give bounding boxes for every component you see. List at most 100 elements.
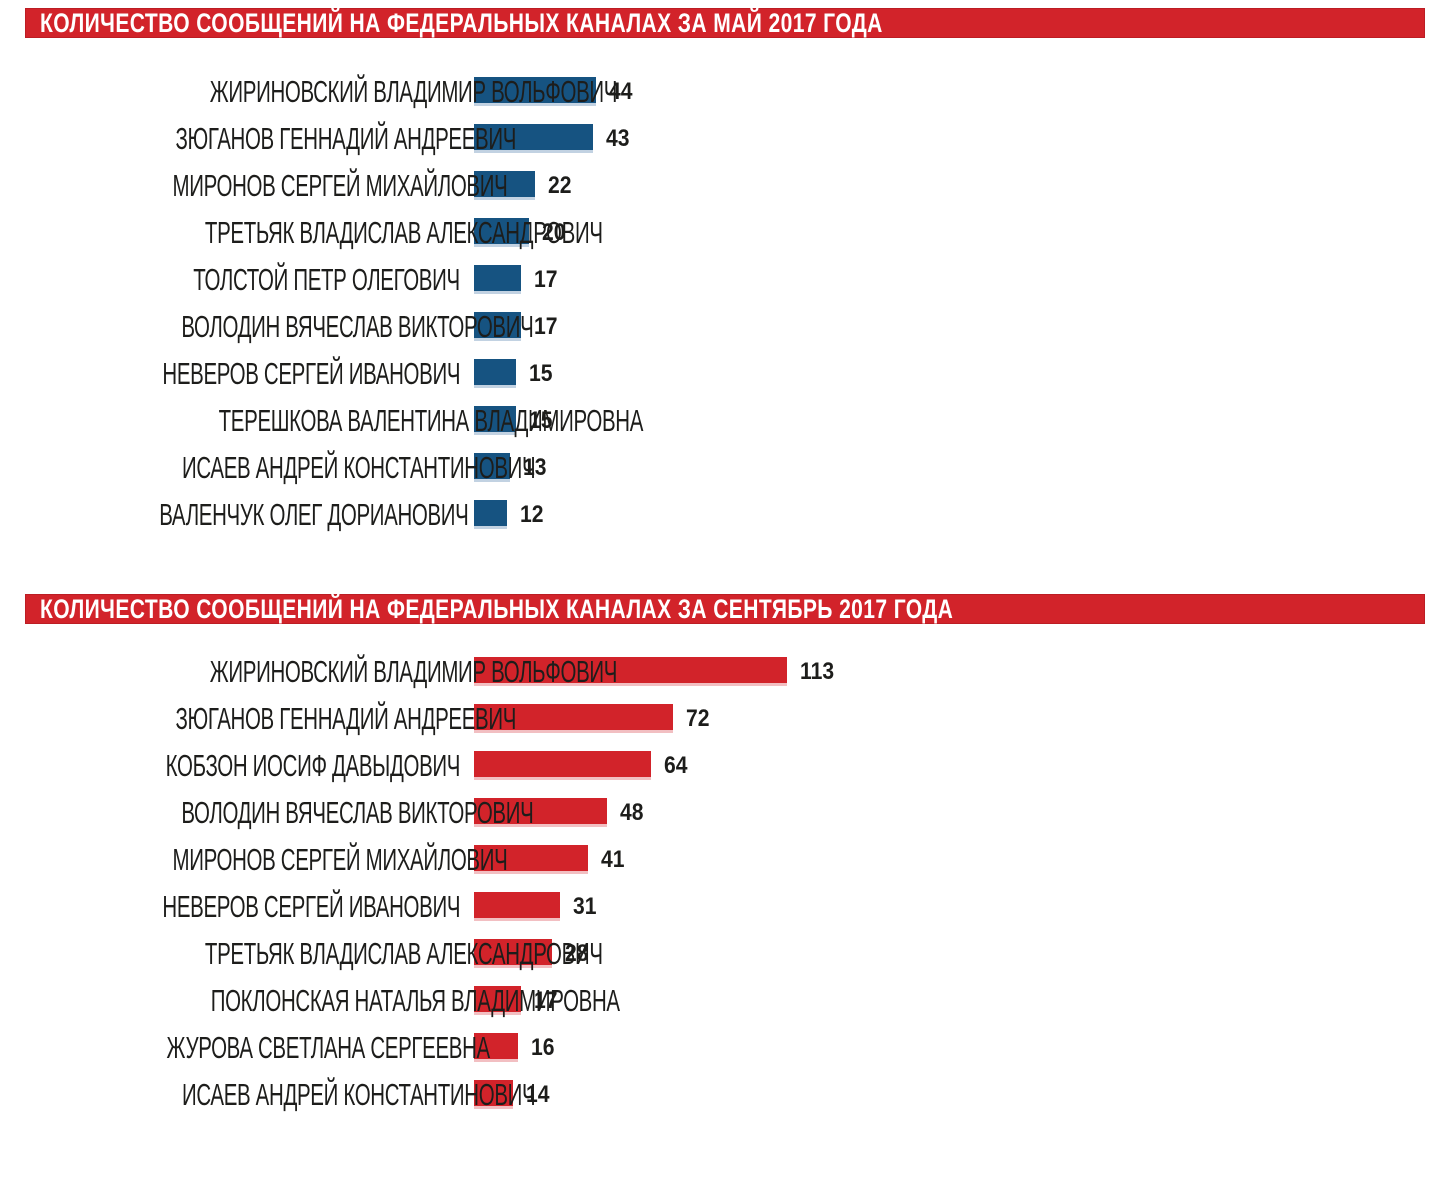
bar — [474, 1080, 513, 1109]
bar — [474, 657, 787, 686]
bar-value-label: 17 — [534, 986, 558, 1014]
chart-row: НЕВЕРОВ СЕРГЕЙ ИВАНОВИЧ 15 — [0, 350, 1449, 397]
bar-value-label: 16 — [531, 1033, 555, 1061]
bar — [474, 171, 535, 200]
bar-category-label: НЕВЕРОВ СЕРГЕЙ ИВАНОВИЧ — [162, 355, 460, 391]
bar-category-label: ИСАЕВ АНДРЕЙ КОНСТАНТИНОВИЧ — [182, 1076, 536, 1112]
chart-title-september: КОЛИЧЕСТВО СООБЩЕНИЙ НА ФЕДЕРАЛЬНЫХ КАНА… — [40, 593, 954, 624]
bar-rows-may: ЖИРИНОВСКИЙ ВЛАДИМИР ВОЛЬФОВИЧ 44 ЗЮГАНОВ … — [0, 68, 1449, 538]
bar-value-label: 12 — [520, 500, 544, 528]
bar-value-label: 20 — [542, 218, 566, 246]
chart-september-2017: КОЛИЧЕСТВО СООБЩЕНИЙ НА ФЕДЕРАЛЬНЫХ КАНА… — [0, 594, 1449, 1118]
bar — [474, 500, 507, 529]
bar-category-label-cell: ЖУРОВА СВЕТЛАНА СЕРГЕЕВНА — [0, 1030, 491, 1066]
chart-title-banner-september: КОЛИЧЕСТВО СООБЩЕНИЙ НА ФЕДЕРАЛЬНЫХ КАНА… — [25, 594, 1425, 624]
bar-value-label: 13 — [523, 453, 547, 481]
bar — [474, 124, 593, 153]
chart-row: ЖИРИНОВСКИЙ ВЛАДИМИР ВОЛЬФОВИЧ 44 — [0, 68, 1449, 115]
bar-category-label: ЗЮГАНОВ ГЕННАДИЙ АНДРЕЕВИЧ — [175, 120, 517, 156]
bar-value-label: 41 — [601, 845, 625, 873]
bar-category-label-cell: МИРОНОВ СЕРГЕЙ МИХАЙЛОВИЧ — [0, 168, 508, 204]
bar-category-label: ТРЕТЬЯК ВЛАДИСЛАВ АЛЕКСАНДРОВИЧ — [204, 935, 603, 971]
bar-category-label: КОБЗОН ИОСИФ ДАВЫДОВИЧ — [165, 747, 461, 783]
bar-category-label: ВАЛЕНЧУК ОЛЕГ ДОРИАНОВИЧ — [159, 496, 469, 532]
bar-value-label: 44 — [609, 77, 633, 105]
bar — [474, 359, 516, 388]
chart-row: ИСАЕВ АНДРЕЙ КОНСТАНТИНОВИЧ 14 — [0, 1071, 1449, 1118]
bar — [474, 751, 651, 780]
bar — [474, 218, 529, 247]
bar — [474, 312, 521, 341]
bar — [474, 77, 596, 106]
chart-row: ТРЕТЬЯК ВЛАДИСЛАВ АЛЕКСАНДРОВИЧ 20 — [0, 209, 1449, 256]
bar-category-label-cell: ЖИРИНОВСКИЙ ВЛАДИМИР ВОЛЬФОВИЧ — [0, 74, 618, 110]
chart-row: ИСАЕВ АНДРЕЙ КОНСТАНТИНОВИЧ 13 — [0, 444, 1449, 491]
bar-value-label: 48 — [620, 798, 644, 826]
chart-row: КОБЗОН ИОСИФ ДАВЫДОВИЧ 64 — [0, 742, 1449, 789]
bar-category-label-cell: НЕВЕРОВ СЕРГЕЙ ИВАНОВИЧ — [0, 356, 460, 392]
bar-category-label-cell: ИСАЕВ АНДРЕЙ КОНСТАНТИНОВИЧ — [0, 450, 536, 486]
chart-row: ТОЛСТОЙ ПЕТР ОЛЕГОВИЧ 17 — [0, 256, 1449, 303]
bar-category-label: ВОЛОДИН ВЯЧЕСЛАВ ВИКТОРОВИЧ — [181, 308, 534, 344]
bar-category-label: ВОЛОДИН ВЯЧЕСЛАВ ВИКТОРОВИЧ — [181, 794, 534, 830]
chart-row: ТЕРЕШКОВА ВАЛЕНТИНА ВЛАДИМИРОВНА 15 — [0, 397, 1449, 444]
bar-value-label: 15 — [529, 359, 553, 387]
bar-category-label-cell: ТРЕТЬЯК ВЛАДИСЛАВ АЛЕКСАНДРОВИЧ — [0, 936, 603, 972]
bar-value-label: 43 — [606, 124, 630, 152]
chart-title-banner-may: КОЛИЧЕСТВО СООБЩЕНИЙ НА ФЕДЕРАЛЬНЫХ КАНА… — [25, 8, 1425, 38]
bar-category-label: ЖИРИНОВСКИЙ ВЛАДИМИР ВОЛЬФОВИЧ — [209, 653, 618, 689]
bar-category-label-cell: МИРОНОВ СЕРГЕЙ МИХАЙЛОВИЧ — [0, 842, 508, 878]
bar — [474, 939, 552, 968]
bar-category-label-cell: ТЕРЕШКОВА ВАЛЕНТИНА ВЛАДИМИРОВНА — [0, 403, 644, 439]
chart-row: НЕВЕРОВ СЕРГЕЙ ИВАНОВИЧ 31 — [0, 883, 1449, 930]
bar-category-label: ЗЮГАНОВ ГЕННАДИЙ АНДРЕЕВИЧ — [175, 700, 517, 736]
bar-category-label-cell: ЗЮГАНОВ ГЕННАДИЙ АНДРЕЕВИЧ — [0, 121, 516, 157]
bar — [474, 265, 521, 294]
bar-category-label: ТОЛСТОЙ ПЕТР ОЛЕГОВИЧ — [193, 261, 460, 297]
infographic-page: КОЛИЧЕСТВО СООБЩЕНИЙ НА ФЕДЕРАЛЬНЫХ КАНА… — [0, 8, 1449, 1118]
chart-row: ВОЛОДИН ВЯЧЕСЛАВ ВИКТОРОВИЧ 17 — [0, 303, 1449, 350]
chart-row: ВОЛОДИН ВЯЧЕСЛАВ ВИКТОРОВИЧ 48 — [0, 789, 1449, 836]
bar-rows-september: ЖИРИНОВСКИЙ ВЛАДИМИР ВОЛЬФОВИЧ 113 ЗЮГАНОВ… — [0, 648, 1449, 1118]
bar-value-label: 14 — [526, 1080, 550, 1108]
bar-value-label: 28 — [565, 939, 589, 967]
chart-may-2017: КОЛИЧЕСТВО СООБЩЕНИЙ НА ФЕДЕРАЛЬНЫХ КАНА… — [0, 8, 1449, 538]
bar-category-label-cell: ЖИРИНОВСКИЙ ВЛАДИМИР ВОЛЬФОВИЧ — [0, 654, 618, 690]
chart-row: ТРЕТЬЯК ВЛАДИСЛАВ АЛЕКСАНДРОВИЧ 28 — [0, 930, 1449, 977]
bar-value-label: 64 — [664, 751, 688, 779]
bar-category-label: НЕВЕРОВ СЕРГЕЙ ИВАНОВИЧ — [162, 888, 460, 924]
bar-category-label: ИСАЕВ АНДРЕЙ КОНСТАНТИНОВИЧ — [182, 449, 536, 485]
bar-category-label: ТРЕТЬЯК ВЛАДИСЛАВ АЛЕКСАНДРОВИЧ — [204, 214, 603, 250]
bar-category-label-cell: ТОЛСТОЙ ПЕТР ОЛЕГОВИЧ — [0, 262, 460, 298]
chart-row: ВАЛЕНЧУК ОЛЕГ ДОРИАНОВИЧ 12 — [0, 491, 1449, 538]
bar — [474, 406, 516, 435]
bar-value-label: 72 — [686, 704, 710, 732]
bar-value-label: 31 — [573, 892, 597, 920]
bar-category-label-cell: ТРЕТЬЯК ВЛАДИСЛАВ АЛЕКСАНДРОВИЧ — [0, 215, 603, 251]
bar — [474, 453, 510, 482]
chart-row: ЖУРОВА СВЕТЛАНА СЕРГЕЕВНА 16 — [0, 1024, 1449, 1071]
bar-category-label: МИРОНОВ СЕРГЕЙ МИХАЙЛОВИЧ — [172, 841, 508, 877]
bar — [474, 798, 607, 827]
bar-category-label: ЖИРИНОВСКИЙ ВЛАДИМИР ВОЛЬФОВИЧ — [209, 73, 618, 109]
chart-row: ЖИРИНОВСКИЙ ВЛАДИМИР ВОЛЬФОВИЧ 113 — [0, 648, 1449, 695]
bar-value-label: 113 — [800, 657, 835, 685]
bar — [474, 986, 521, 1015]
bar-category-label: ПОКЛОНСКАЯ НАТАЛЬЯ ВЛАДИМИРОВНА — [210, 982, 620, 1018]
bar-category-label: МИРОНОВ СЕРГЕЙ МИХАЙЛОВИЧ — [172, 167, 508, 203]
bar — [474, 704, 673, 733]
bar-value-label: 15 — [529, 406, 553, 434]
bar — [474, 1033, 518, 1062]
bar — [474, 892, 560, 921]
bar — [474, 845, 588, 874]
bar-category-label-cell: НЕВЕРОВ СЕРГЕЙ ИВАНОВИЧ — [0, 889, 460, 925]
bar-category-label: ТЕРЕШКОВА ВАЛЕНТИНА ВЛАДИМИРОВНА — [218, 402, 644, 438]
bar-category-label-cell: ЗЮГАНОВ ГЕННАДИЙ АНДРЕЕВИЧ — [0, 701, 516, 737]
bar-value-label: 22 — [548, 171, 572, 199]
chart-row: ЗЮГАНОВ ГЕННАДИЙ АНДРЕЕВИЧ 43 — [0, 115, 1449, 162]
chart-title-may: КОЛИЧЕСТВО СООБЩЕНИЙ НА ФЕДЕРАЛЬНЫХ КАНА… — [40, 7, 883, 38]
bar-category-label-cell: ВОЛОДИН ВЯЧЕСЛАВ ВИКТОРОВИЧ — [0, 795, 533, 831]
bar-category-label: ЖУРОВА СВЕТЛАНА СЕРГЕЕВНА — [166, 1029, 491, 1065]
bar-category-label-cell: ПОКЛОНСКАЯ НАТАЛЬЯ ВЛАДИМИРОВНА — [0, 983, 620, 1019]
bar-category-label-cell: ИСАЕВ АНДРЕЙ КОНСТАНТИНОВИЧ — [0, 1077, 536, 1113]
